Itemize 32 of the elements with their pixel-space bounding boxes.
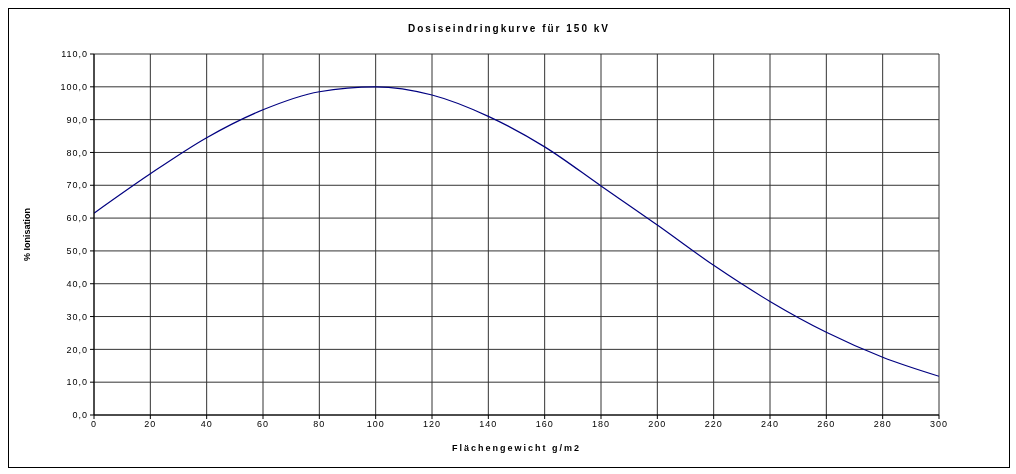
y-tick-label: 10,0: [66, 377, 88, 388]
x-tick-label: 0: [90, 419, 98, 430]
y-tick-label: 20,0: [66, 344, 88, 355]
y-tick-label: 80,0: [66, 147, 88, 158]
chart-title: Dosiseindringkurve für 150 kV: [407, 23, 611, 34]
y-tick-label: 0,0: [72, 410, 88, 421]
line-series: [94, 86, 939, 377]
x-tick-label: 300: [929, 419, 949, 430]
y-tick-label: 110,0: [61, 49, 88, 60]
x-tick-label: 20: [144, 419, 157, 430]
y-tick-label: 40,0: [66, 278, 88, 289]
x-tick-label: 140: [479, 419, 498, 430]
y-tick-label: 30,0: [66, 311, 88, 322]
x-axis-title: Flächengewicht g/m2: [451, 443, 582, 453]
y-tick-label: 90,0: [66, 114, 88, 125]
y-tick-label: 100,0: [60, 82, 88, 93]
x-tick-label: 220: [704, 419, 723, 430]
x-tick-label: 280: [873, 419, 892, 430]
y-tick-label: 70,0: [66, 180, 88, 191]
x-tick-label: 260: [817, 419, 836, 430]
x-tick-label: 40: [200, 419, 213, 430]
x-tick-label: 240: [760, 419, 780, 430]
x-tick-label: 60: [256, 419, 270, 430]
x-tick-label: 160: [535, 419, 554, 430]
x-tick-label: 80: [313, 419, 326, 430]
y-tick-label: 60,0: [66, 213, 88, 224]
x-tick-label: 120: [422, 419, 442, 430]
y-axis-title: % Ionisation: [22, 207, 33, 262]
x-tick-label: 200: [648, 419, 667, 430]
y-tick-label: 50,0: [66, 246, 88, 257]
x-tick-label: 100: [366, 419, 385, 430]
x-tick-label: 180: [591, 419, 611, 430]
